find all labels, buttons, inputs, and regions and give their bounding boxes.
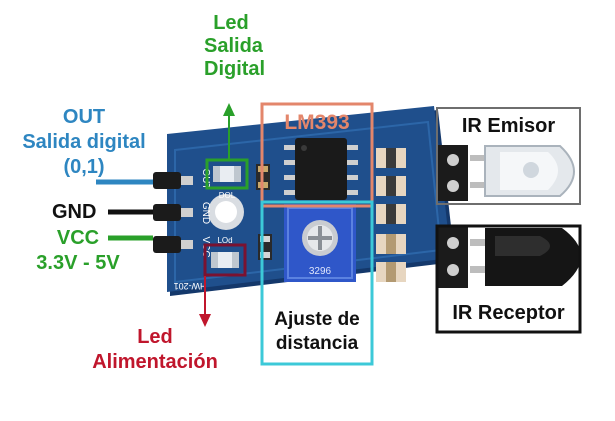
header-pins (153, 172, 193, 253)
led-power: LOd (203, 236, 247, 277)
label-led-alimentacion: Led Alimentación (70, 326, 240, 374)
smd-parts-right (376, 148, 406, 282)
label-ir-emisor: IR Emisor (461, 115, 556, 137)
pot-code: 3296 (309, 266, 332, 277)
label-out: OUT Salida digital (0,1) (14, 106, 154, 179)
ir-emisor-box (436, 107, 581, 205)
label-out-line3: (0,1) (63, 156, 105, 178)
mounting-hole (208, 194, 244, 230)
label-led-salida-line1: Led (213, 12, 249, 34)
label-led-alim-line1: Led (137, 326, 173, 348)
ir-receiver (470, 228, 581, 286)
led-output: DOL (205, 158, 249, 200)
ajuste-box (260, 200, 374, 366)
diode-pins (438, 145, 468, 288)
label-vcc-line2: 3.3V - 5V (36, 252, 120, 274)
label-lm393: LM393 (284, 111, 350, 134)
model-silkscreen: HW-201 (174, 281, 207, 291)
label-ajuste-distancia: Ajuste de distancia (264, 302, 370, 362)
lm393-box (260, 102, 374, 208)
label-ajuste-line2: distancia (275, 333, 359, 354)
label-vcc-line1: VCC (56, 227, 100, 249)
label-out-line2: Salida digital (22, 131, 146, 153)
label-led-salida-line3: Digital (204, 58, 266, 80)
label-led-salida-digital: Led Salida Digital (204, 12, 266, 81)
label-ajuste-line1: Ajuste de (274, 309, 360, 330)
label-led-alim-line2: Alimentación (92, 351, 218, 373)
ir-emitter (470, 145, 575, 197)
led-output-mark: DOL (219, 191, 236, 200)
lm393-chip (284, 138, 358, 200)
label-vcc: VCC 3.3V - 5V (26, 227, 130, 275)
arrow-led-salida (223, 103, 235, 160)
led-power-mark: LOd (217, 236, 232, 245)
ir-receptor-box (435, 224, 582, 334)
arrow-led-alimentacion (199, 276, 211, 327)
label-out-line1: OUT (62, 106, 106, 128)
potentiometer: 3296 (284, 204, 356, 282)
label-ir-receptor: IR Receptor (452, 302, 565, 324)
label-led-salida-line2: Salida (204, 35, 263, 57)
label-gnd: GND (52, 201, 97, 223)
pin-label-gnd: GND (200, 202, 211, 224)
